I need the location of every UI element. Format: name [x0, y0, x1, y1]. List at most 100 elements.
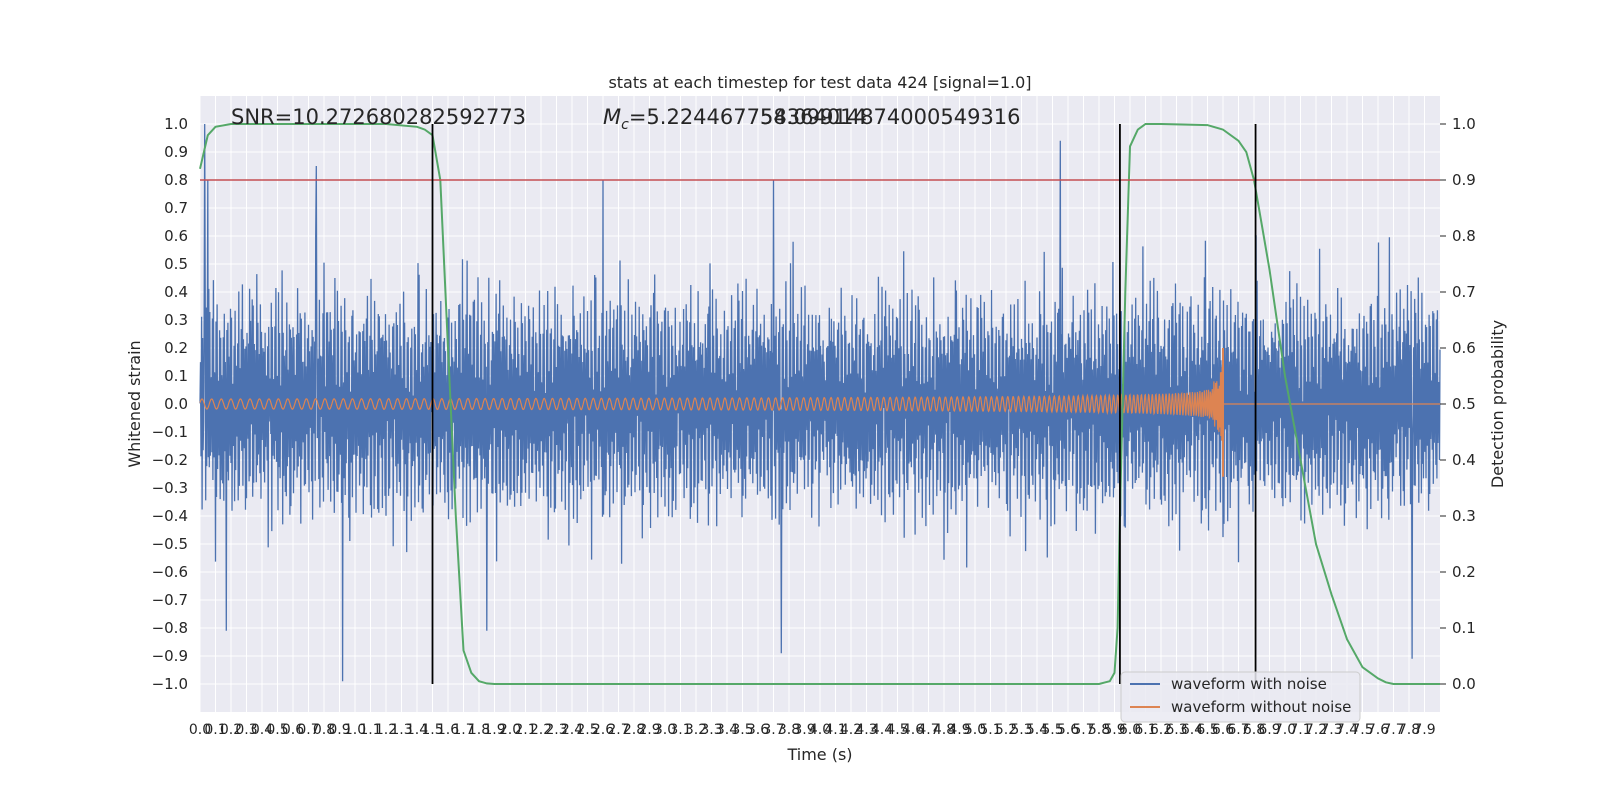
- y-tick-label: 0.6: [164, 227, 188, 245]
- y-tick-label: −0.7: [152, 591, 188, 609]
- y-tick-label: −0.5: [152, 535, 188, 553]
- y-tick-label: −0.1: [152, 423, 188, 441]
- y2-tick-label: 0.6: [1452, 339, 1476, 357]
- x-tick-label: 4.0: [809, 722, 831, 738]
- x-tick-label: 5.7: [1072, 722, 1094, 738]
- x-tick-label: 6.8: [1243, 722, 1265, 738]
- x-tick-label: 5.1: [979, 722, 1001, 738]
- y2-tick-label: 0.7: [1452, 283, 1476, 301]
- y2-tick-label: 0.2: [1452, 563, 1476, 581]
- noise-waveform: [199, 123, 1441, 682]
- x-tick-label: 0.6: [282, 722, 304, 738]
- x-tick-label: 1.1: [359, 722, 381, 738]
- x-tick-label: 2.5: [576, 722, 598, 738]
- x-tick-label: 0.1: [204, 722, 226, 738]
- chart-title: stats at each timestep for test data 424…: [608, 73, 1031, 92]
- y-axis-label: Whitened strain: [125, 340, 144, 467]
- y-tick-label: −1.0: [152, 675, 188, 693]
- x-tick-label: 7.5: [1351, 722, 1373, 738]
- y-tick-label: 0.2: [164, 339, 188, 357]
- y-tick-label: −0.6: [152, 563, 188, 581]
- y-tick-label: −0.2: [152, 451, 188, 469]
- x-tick-label: 5.6: [1057, 722, 1079, 738]
- legend: waveform with noise waveform without noi…: [1120, 671, 1361, 723]
- x-tick-label: 7.3: [1320, 722, 1342, 738]
- y2-tick-label: 0.4: [1452, 451, 1476, 469]
- mc-symbol: M: [603, 105, 621, 129]
- y2-tick-label: 0.8: [1452, 227, 1476, 245]
- x-tick-label: 6.1: [1134, 722, 1156, 738]
- x-tick-label: 1.0: [344, 722, 366, 738]
- y-tick-label: 0.3: [164, 311, 188, 329]
- y-tick-label: 0.5: [164, 255, 188, 273]
- y2-axis-label: Detection probability: [1488, 320, 1507, 488]
- x-tick-label: 7.9: [1413, 722, 1435, 738]
- x-tick-label: 1.5: [421, 722, 443, 738]
- x-tick-label: 1.9: [483, 722, 505, 738]
- clean-waveform-line: [199, 366, 1440, 441]
- x-tick-label: 3.8: [778, 722, 800, 738]
- x-tick-label: 7.8: [1398, 722, 1420, 738]
- x-tick-label: 1.6: [437, 722, 459, 738]
- y-tick-label: −0.9: [152, 647, 188, 665]
- y2-tick-label: 0.0: [1452, 675, 1476, 693]
- x-tick-label: 5.8: [1088, 722, 1110, 738]
- x-tick-label: 6.7: [1227, 722, 1249, 738]
- x-tick-label: 1.7: [452, 722, 474, 738]
- y2-tick-labels: 0.0 0.1 0.2 0.3 0.4 0.5 0.6 0.7 0.8 0.9 1.0: [1440, 115, 1476, 693]
- y2-tick-label: 0.9: [1452, 171, 1476, 189]
- y-tick-label: −0.3: [152, 479, 188, 497]
- x-tick-label: 3.2: [685, 722, 707, 738]
- mc-subscript: c: [621, 117, 629, 133]
- clean-waveform: [199, 348, 1440, 477]
- x-tick-label: 6.0: [1119, 722, 1141, 738]
- x-tick-label: 3.9: [793, 722, 815, 738]
- x-tick-label: 2.8: [623, 722, 645, 738]
- x-tick-label: 4.1: [824, 722, 846, 738]
- x-tick-label: 2.6: [592, 722, 614, 738]
- legend-box: [1120, 671, 1361, 723]
- x-tick-label: 4.7: [917, 722, 939, 738]
- mc-overlap-annotation: 58.09914874000549316: [760, 105, 1021, 129]
- x-tick-labels: 0.00.10.20.30.40.50.60.70.80.91.01.11.21…: [189, 722, 1436, 738]
- x-tick-label: 5.9: [1103, 722, 1125, 738]
- x-axis-label: Time (s): [786, 745, 852, 764]
- x-tick-label: 6.4: [1181, 722, 1203, 738]
- x-tick-label: 6.3: [1165, 722, 1187, 738]
- x-tick-label: 2.3: [545, 722, 567, 738]
- x-tick-label: 0.0: [189, 722, 211, 738]
- y-tick-label: 0.7: [164, 199, 188, 217]
- legend-noise-label: waveform with noise: [1171, 675, 1327, 693]
- y2-tick-label: 0.5: [1452, 395, 1476, 413]
- x-tick-label: 6.9: [1258, 722, 1280, 738]
- x-tick-label: 4.9: [948, 722, 970, 738]
- y-tick-label: 0.9: [164, 143, 188, 161]
- legend-clean-label: waveform without noise: [1171, 698, 1351, 716]
- x-tick-label: 6.2: [1150, 722, 1172, 738]
- x-tick-label: 3.4: [716, 722, 738, 738]
- x-tick-label: 1.3: [390, 722, 412, 738]
- x-tick-label: 3.6: [747, 722, 769, 738]
- x-tick-label: 2.0: [499, 722, 521, 738]
- x-tick-label: 7.7: [1382, 722, 1404, 738]
- x-tick-label: 0.8: [313, 722, 335, 738]
- mc-annotation: Mc=5.224467754364014: [603, 105, 867, 133]
- y-tick-label: 0.0: [164, 395, 188, 413]
- x-tick-label: 0.2: [220, 722, 242, 738]
- x-tick-label: 4.8: [933, 722, 955, 738]
- x-tick-label: 0.3: [235, 722, 257, 738]
- x-tick-label: 1.2: [375, 722, 397, 738]
- x-tick-label: 4.4: [871, 722, 893, 738]
- detection-probability: [199, 123, 1440, 685]
- x-tick-label: 5.5: [1041, 722, 1063, 738]
- noise-waveform-line: [199, 123, 1441, 682]
- x-tick-label: 7.2: [1305, 722, 1327, 738]
- snr-annotation: SNR=10.272680282592773: [231, 105, 526, 129]
- x-tick-label: 2.1: [514, 722, 536, 738]
- x-tick-label: 7.0: [1274, 722, 1296, 738]
- x-tick-label: 4.6: [902, 722, 924, 738]
- x-tick-label: 5.3: [1010, 722, 1032, 738]
- y-tick-label: −0.4: [152, 507, 188, 525]
- x-tick-label: 3.0: [654, 722, 676, 738]
- x-tick-label: 2.7: [607, 722, 629, 738]
